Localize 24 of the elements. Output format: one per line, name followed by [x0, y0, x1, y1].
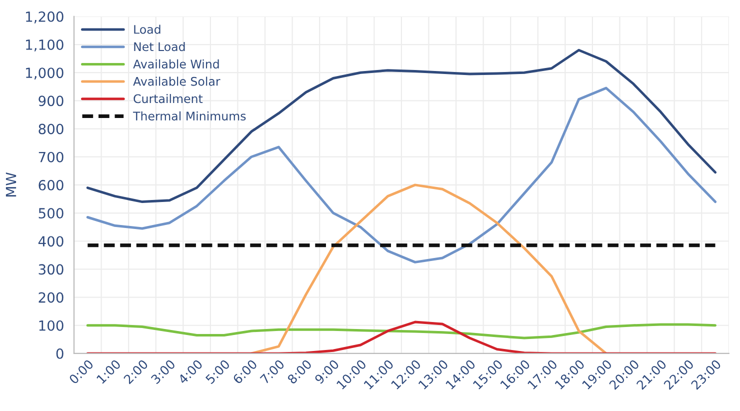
line-series	[86, 323, 717, 340]
line-series	[86, 320, 717, 354]
line-series	[86, 86, 717, 264]
y-tick-label: 1,000	[26, 68, 64, 80]
legend-label: Thermal Minimums	[132, 111, 246, 120]
y-tick-label: 700	[38, 152, 64, 162]
y-tick-label: 300	[38, 264, 64, 275]
y-tick-label: 400	[38, 236, 64, 247]
y-tick-label: 1,200	[26, 11, 64, 24]
y-tick-label: 900	[38, 96, 64, 106]
legend-label: Net Load	[134, 42, 185, 52]
y-tick-label: 200	[38, 292, 64, 303]
y-tick-label: 1,100	[26, 39, 64, 52]
y-tick-label: 100	[39, 320, 64, 331]
legend-label: Available Solar	[133, 76, 220, 86]
y-axis-title: MW	[6, 172, 16, 196]
y-tick-label: 600	[38, 180, 64, 190]
legend-label: Available Wind	[133, 59, 219, 68]
legend-label: Curtailment	[134, 94, 203, 104]
y-tick-label: 500	[38, 208, 64, 219]
line-series	[250, 184, 608, 354]
y-tick-label: 800	[38, 124, 64, 134]
legend-label: Load	[134, 24, 160, 34]
y-tick-label: 0	[56, 348, 64, 359]
